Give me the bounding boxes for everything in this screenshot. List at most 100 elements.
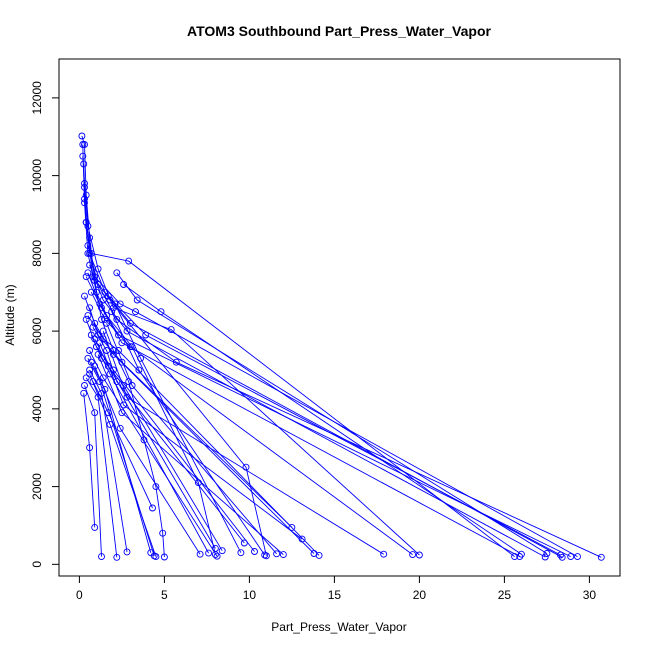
profile-line: [89, 350, 218, 557]
data-point: [597, 553, 605, 561]
data-point: [96, 339, 104, 347]
y-tick-label: 12000: [30, 81, 44, 115]
y-tick-label: 10000: [30, 159, 44, 193]
x-tick-label: 15: [328, 588, 342, 602]
y-axis-label: Altitude (m): [3, 284, 17, 345]
data-point: [116, 424, 124, 432]
data-point: [98, 553, 105, 561]
profile-line: [89, 264, 546, 558]
profile-line: [94, 365, 201, 555]
data-point: [86, 366, 94, 374]
data-point: [101, 315, 109, 323]
data-point: [261, 551, 269, 559]
data-point: [81, 292, 88, 300]
data-point: [80, 389, 88, 397]
data-point: [543, 550, 551, 557]
data-point: [81, 195, 88, 203]
profile-line: [82, 144, 216, 555]
data-point: [126, 319, 134, 327]
data-point: [125, 257, 133, 265]
data-point: [91, 273, 99, 281]
data-point: [79, 152, 87, 160]
profile-line: [106, 323, 277, 555]
data-point: [159, 529, 167, 537]
data-point: [86, 261, 94, 269]
profile-line: [89, 373, 157, 557]
data-point: [86, 444, 94, 452]
data-point: [103, 347, 111, 354]
data-point: [149, 504, 156, 512]
data-point: [98, 304, 105, 312]
y-tick-label: 6000: [30, 317, 44, 344]
x-tick-label: 5: [161, 588, 168, 602]
profile-line: [99, 342, 303, 540]
data-point: [94, 265, 102, 273]
x-tick-label: 10: [243, 588, 257, 602]
profile-line: [89, 307, 293, 528]
axes-layer: 0 5 10 15 20 25 30 0 2000 4000 6000 8000 10000 12000: [30, 81, 596, 602]
profile-line: [83, 393, 96, 528]
data-point: [126, 343, 134, 351]
data-point: [79, 141, 87, 148]
data-point: [558, 553, 566, 561]
data-point: [103, 319, 111, 327]
data-point: [415, 551, 423, 559]
profile-line: [116, 272, 548, 554]
data-point: [132, 308, 139, 316]
data-point: [84, 242, 92, 250]
data-point: [106, 296, 114, 304]
data-point: [288, 523, 296, 531]
data-point: [92, 343, 100, 351]
data-point: [99, 327, 107, 335]
data-point: [91, 409, 99, 417]
data-point: [380, 550, 388, 558]
profile-line: [87, 245, 602, 558]
data-point: [89, 323, 97, 331]
data-point: [135, 366, 143, 374]
data-point: [86, 304, 94, 312]
profile-line: [84, 385, 102, 557]
data-point: [91, 523, 99, 531]
profile-line: [87, 272, 571, 558]
data-point: [118, 409, 126, 417]
data-point: [84, 354, 92, 362]
data-point: [86, 347, 94, 354]
data-point: [84, 312, 92, 320]
data-point: [574, 553, 581, 561]
data-point: [106, 420, 114, 428]
data-point: [104, 292, 112, 300]
data-point: [567, 553, 575, 561]
data-point: [120, 401, 128, 409]
data-point: [240, 539, 248, 547]
data-point: [89, 378, 97, 386]
data-point: [111, 300, 119, 308]
data-point: [81, 183, 88, 191]
x-tick-label: 20: [413, 588, 427, 602]
data-point: [109, 350, 117, 358]
data-point: [103, 312, 111, 320]
data-point: [196, 550, 204, 558]
data-point: [517, 550, 525, 558]
data-point: [113, 269, 121, 277]
y-tick-label: 2000: [30, 473, 44, 500]
data-layer: [78, 132, 605, 561]
data-point: [101, 385, 109, 393]
data-point: [82, 191, 90, 199]
data-point: [108, 308, 116, 316]
profile-line: [114, 303, 242, 553]
profile-line: [84, 295, 315, 554]
data-point: [116, 300, 124, 308]
chart-title: ATOM3 Southbound Part_Press_Water_Vapor: [187, 23, 491, 39]
data-point: [115, 331, 122, 339]
data-point: [147, 549, 155, 557]
data-point: [82, 315, 90, 323]
data-point: [123, 548, 131, 556]
data-point: [106, 370, 114, 378]
data-point: [118, 358, 126, 366]
data-point: [128, 382, 136, 389]
y-tick-label: 8000: [30, 240, 44, 267]
profile-line: [123, 284, 522, 555]
data-point: [123, 393, 131, 401]
